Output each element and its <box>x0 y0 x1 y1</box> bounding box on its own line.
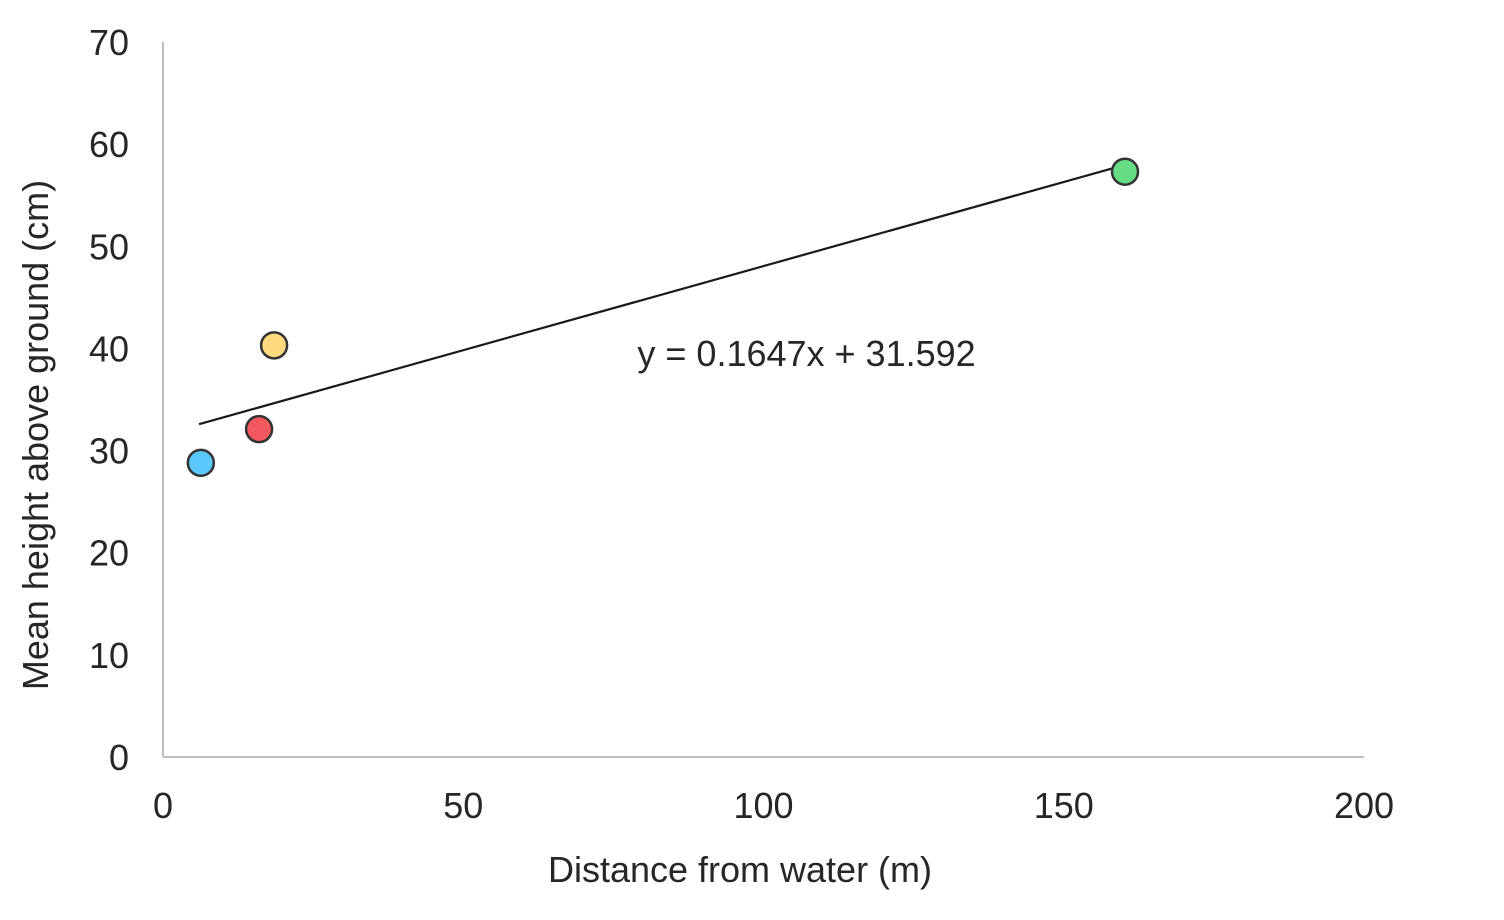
y-tick-label: 30 <box>89 431 129 472</box>
trendline-equation: y = 0.1647x + 31.592 <box>637 333 975 374</box>
y-tick-label: 10 <box>89 635 129 676</box>
data-point-marker <box>244 414 274 444</box>
x-tick-label: 200 <box>1334 785 1394 826</box>
y-tick-label: 40 <box>89 328 129 369</box>
y-tick-label: 60 <box>89 124 129 165</box>
y-tick-label: 0 <box>109 737 129 778</box>
y-tick-label: 20 <box>89 533 129 574</box>
data-points <box>186 157 1140 478</box>
y-axis-tick-labels: 0 10 20 30 40 50 60 70 <box>89 22 129 778</box>
x-tick-label: 50 <box>443 785 483 826</box>
x-tick-label: 150 <box>1034 785 1094 826</box>
x-tick-label: 100 <box>733 785 793 826</box>
data-point-marker <box>186 448 216 478</box>
data-point-marker <box>1110 157 1140 186</box>
data-point-marker <box>259 331 289 360</box>
x-axis-title: Distance from water (m) <box>548 849 932 890</box>
trendline <box>198 164 1125 426</box>
y-tick-label: 50 <box>89 226 129 267</box>
y-axis-title: Mean height above ground (cm) <box>15 180 56 690</box>
x-tick-label: 0 <box>153 785 173 826</box>
y-tick-label: 70 <box>89 22 129 63</box>
x-axis-tick-labels: 0 50 100 150 200 <box>153 785 1394 826</box>
